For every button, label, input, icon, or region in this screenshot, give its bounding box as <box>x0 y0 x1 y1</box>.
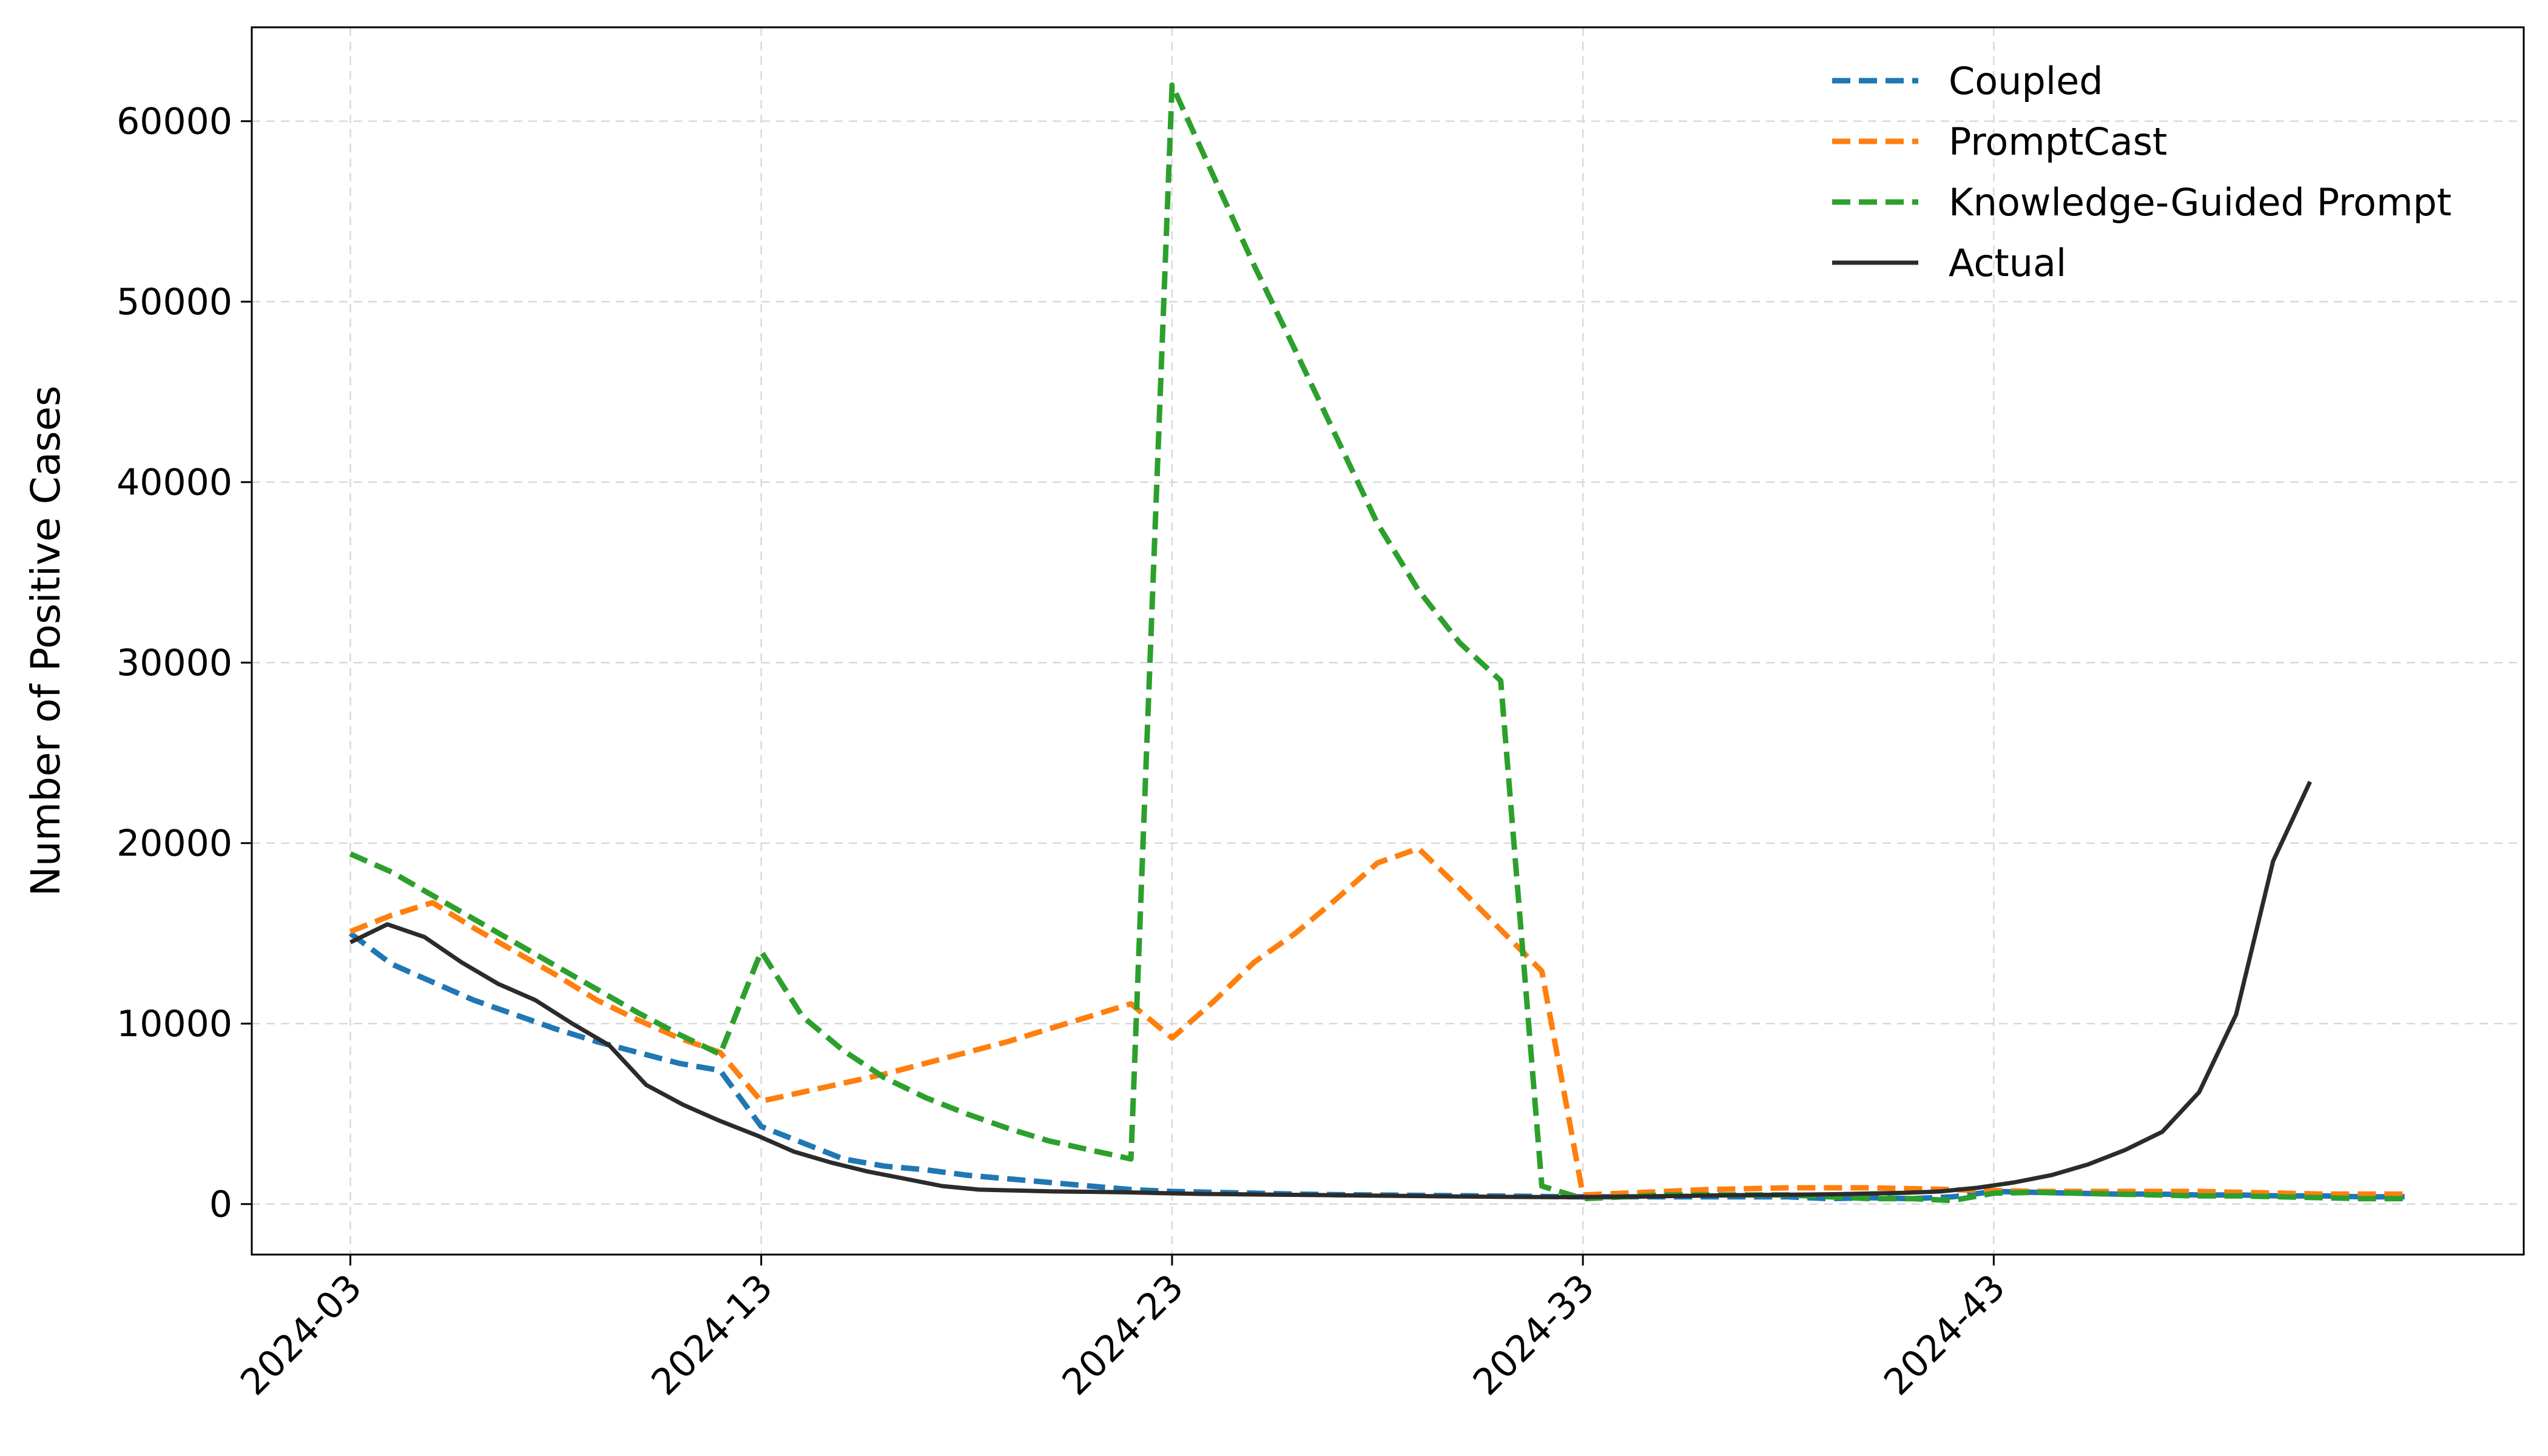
y-tick-label: 60000 <box>116 101 232 143</box>
legend-label: PromptCast <box>1949 120 2167 164</box>
series-line-coupled <box>348 931 2405 1202</box>
legend-label: Coupled <box>1949 59 2103 103</box>
y-axis: 0 10000 20000 30000 40000 50000 60000 <box>116 101 252 1226</box>
y-tick-label: 50000 <box>116 281 232 323</box>
x-tick-label: 2024-13 <box>644 1266 781 1404</box>
y-tick-label: 0 <box>209 1184 232 1226</box>
x-tick-label: 2024-43 <box>1876 1266 2014 1404</box>
x-axis: 2024-03 2024-13 2024-23 2024-33 2024-43 <box>232 1255 2014 1404</box>
plot-frame <box>251 26 2525 1256</box>
x-tick-label: 2024-23 <box>1054 1266 1192 1404</box>
series-line-knowledge-guided-prompt <box>349 82 2405 1204</box>
x-tick-label: 2024-33 <box>1465 1266 1603 1404</box>
legend: Coupled PromptCast Knowledge-Guided Prompt… <box>1832 59 2452 285</box>
x-tick-label: 2024-03 <box>232 1266 370 1404</box>
y-tick-label: 20000 <box>116 823 232 865</box>
series-line-actual <box>349 781 2312 1199</box>
y-tick-label: 40000 <box>116 462 232 504</box>
grid-lines <box>252 27 2524 1255</box>
y-tick-label: 10000 <box>116 1003 232 1045</box>
y-tick-label: 30000 <box>116 642 232 684</box>
y-axis-title: Number of Positive Cases <box>22 385 69 896</box>
legend-label: Actual <box>1949 241 2066 285</box>
series-lines <box>348 82 2405 1204</box>
legend-label: Knowledge-Guided Prompt <box>1949 180 2452 224</box>
